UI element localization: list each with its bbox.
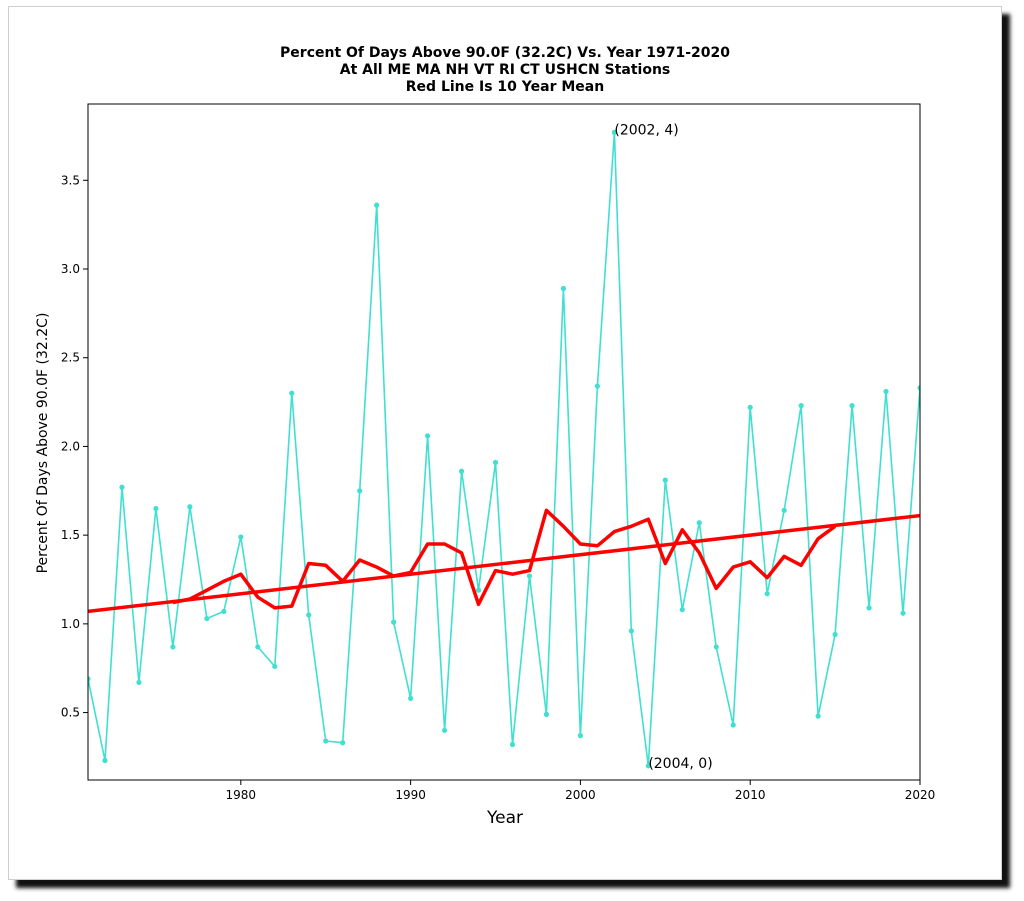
chart-title: Percent Of Days Above 90.0F (32.2C) Vs. … bbox=[280, 45, 730, 95]
annual-point-1999 bbox=[560, 285, 567, 292]
annual-point-1986 bbox=[340, 740, 346, 746]
x-tick-label-2000: 2000 bbox=[565, 788, 596, 802]
annual-point-2016 bbox=[849, 403, 855, 409]
annual-point-2008 bbox=[713, 644, 719, 650]
annual-point-2007 bbox=[696, 520, 702, 526]
y-axis-label: Percent Of Days Above 90.0F (32.2C) bbox=[35, 313, 51, 574]
annual-point-1973 bbox=[119, 484, 125, 490]
annual-point-2002 bbox=[611, 129, 617, 135]
title-line-1: Percent Of Days Above 90.0F (32.2C) Vs. … bbox=[280, 45, 730, 61]
annotation-2: (2004, 0) bbox=[648, 756, 712, 772]
annual-point-1997 bbox=[526, 573, 533, 579]
annual-point-2014 bbox=[815, 713, 821, 719]
annual-point-1996 bbox=[509, 741, 516, 748]
annual-point-2010 bbox=[747, 404, 753, 411]
annual-point-2018 bbox=[883, 388, 889, 395]
title-line-3: Red Line Is 10 Year Mean bbox=[406, 79, 604, 95]
annual-point-2003 bbox=[628, 628, 634, 634]
x-tick-label-1980: 1980 bbox=[226, 788, 257, 802]
annual-point-1998 bbox=[543, 711, 550, 717]
axes: 1980 1990 2000 2010 2020 0.5 1.0 1.5 2.0 2.5 3.0 3.… bbox=[61, 103, 936, 802]
y-tick-label-1.5: 1.5 bbox=[61, 528, 80, 542]
annual-point-1989 bbox=[391, 619, 397, 625]
annual-point-2006 bbox=[679, 607, 685, 613]
annual-point-1984 bbox=[306, 612, 312, 618]
annual-point-1991 bbox=[424, 433, 431, 439]
annual-point-2015 bbox=[832, 631, 838, 638]
annual-point-1972 bbox=[102, 757, 108, 764]
x-tick-label-1990: 1990 bbox=[395, 788, 426, 802]
annual-point-1982 bbox=[272, 663, 278, 670]
x-axis-label: Year bbox=[486, 808, 523, 828]
y-tick-label-1: 1.0 bbox=[61, 617, 80, 631]
y-tick-label-2.5: 2.5 bbox=[61, 351, 80, 365]
y-tick-label-3.5: 3.5 bbox=[61, 173, 80, 187]
annual-point-2001 bbox=[594, 383, 600, 389]
title-line-2: At All ME MA NH VT RI CT USHCN Stations bbox=[340, 62, 671, 78]
y-tick-label-0.5: 0.5 bbox=[61, 706, 80, 720]
annual-point-2019 bbox=[900, 610, 906, 616]
axes-frame bbox=[87, 103, 921, 781]
annual-point-1987 bbox=[357, 488, 363, 494]
annual-point-1971 bbox=[88, 676, 91, 682]
annual-point-2005 bbox=[662, 477, 668, 483]
annual-point-1977 bbox=[187, 504, 193, 510]
annual-point-1974 bbox=[136, 679, 142, 686]
x-tick-label-2020: 2020 bbox=[905, 788, 936, 802]
annual-point-2013 bbox=[798, 403, 804, 409]
y-tick-label-2: 2.0 bbox=[61, 439, 80, 453]
annotation-1: (2002, 4) bbox=[614, 122, 678, 138]
annual-point-1994 bbox=[475, 587, 482, 593]
annual-point-1993 bbox=[458, 468, 465, 474]
annual-point-1988 bbox=[374, 202, 380, 208]
annual-point-1975 bbox=[153, 505, 159, 512]
annual-point-1981 bbox=[255, 644, 261, 650]
series-group bbox=[88, 129, 920, 769]
annual-point-2020 bbox=[917, 385, 920, 391]
annual-point-2011 bbox=[764, 591, 770, 597]
annual-point-1985 bbox=[323, 738, 329, 744]
y-tick-label-3: 3.0 bbox=[61, 262, 80, 276]
annual-point-1992 bbox=[441, 727, 448, 733]
annual-point-2012 bbox=[781, 507, 787, 513]
x-tick-label-2010: 2010 bbox=[735, 788, 766, 802]
annual-series-line bbox=[88, 132, 920, 766]
figure-frame bbox=[8, 6, 1002, 880]
annual-point-1979 bbox=[221, 608, 227, 615]
annual-point-2017 bbox=[866, 605, 872, 611]
annual-point-1995 bbox=[492, 459, 499, 466]
annual-point-1980 bbox=[238, 534, 244, 540]
annual-point-2004 bbox=[645, 763, 651, 769]
annual-point-2009 bbox=[730, 722, 736, 728]
ten-year-mean-line bbox=[172, 508, 837, 610]
trend-line bbox=[88, 513, 920, 614]
annual-point-2000 bbox=[577, 733, 584, 739]
annual-point-1978 bbox=[204, 615, 210, 622]
annual-point-1983 bbox=[289, 390, 295, 396]
annual-point-1976 bbox=[170, 644, 176, 650]
plot-area bbox=[88, 129, 920, 769]
annual-point-1990 bbox=[408, 695, 414, 701]
